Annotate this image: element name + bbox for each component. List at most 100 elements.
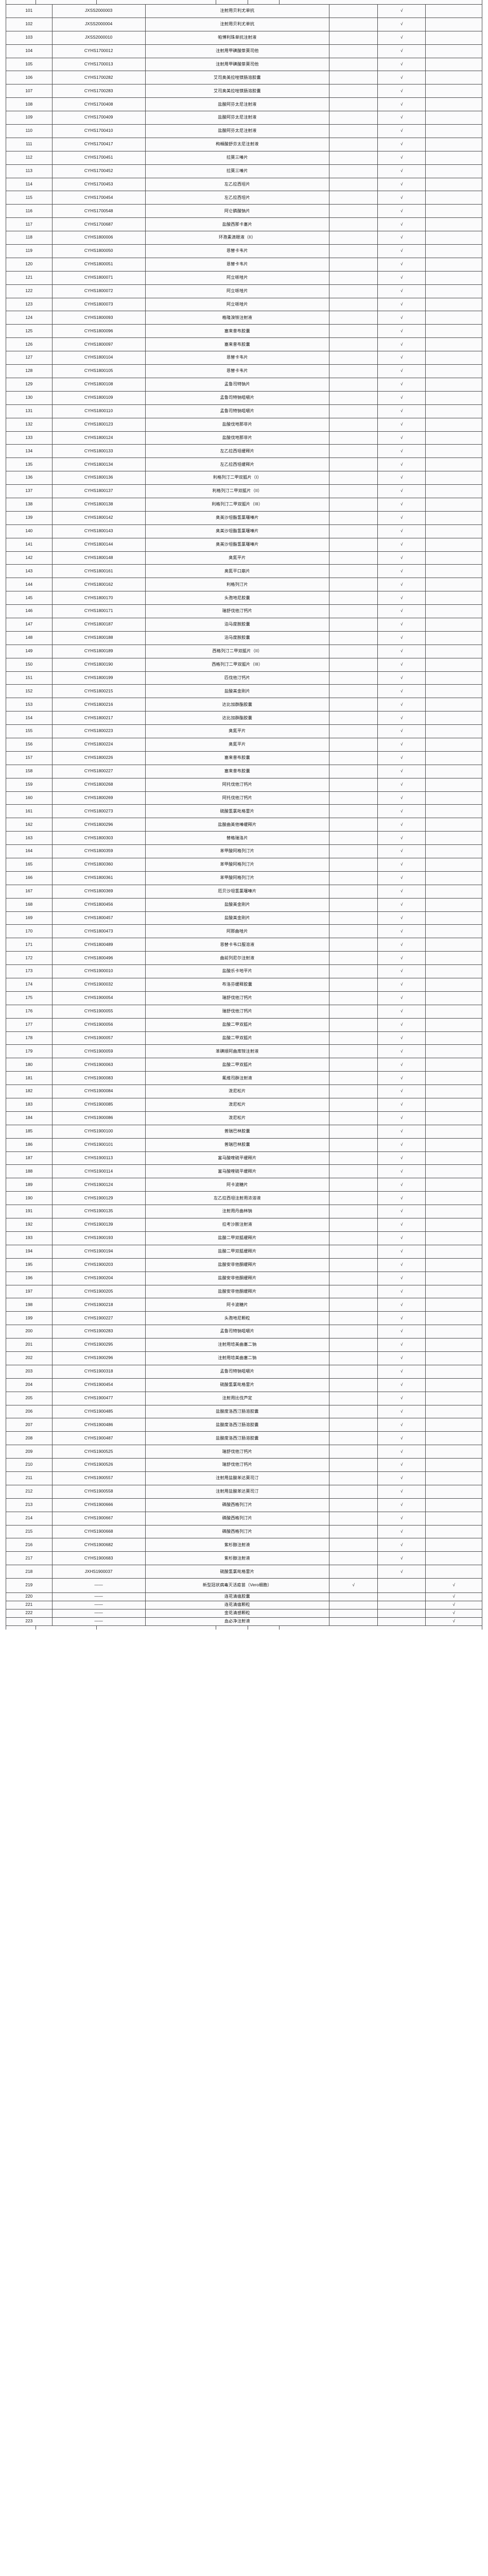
row-mark2-cell: √: [377, 1138, 426, 1152]
row-index-cell: 115: [6, 191, 53, 205]
row-mark1-cell: [328, 4, 378, 18]
row-mark3-cell: [425, 1271, 482, 1285]
row-mark3-cell: [425, 871, 482, 885]
row-mark1-cell: [328, 1431, 378, 1446]
row-mark1-cell: [328, 631, 378, 645]
row-mark2-cell: √: [377, 71, 426, 85]
row-mark2-cell: √: [377, 1404, 426, 1419]
row-code-cell: CYHS1900205: [51, 1284, 146, 1299]
row-mark3-cell: [425, 150, 482, 165]
row-mark3-cell: [425, 404, 482, 418]
row-mark3-cell: [425, 417, 482, 432]
row-code-cell: CYHS1900227: [51, 1311, 146, 1326]
row-mark2-cell: √: [377, 1098, 426, 1112]
row-name-cell: 阿那曲唑片: [145, 924, 329, 939]
row-mark3-cell: [425, 671, 482, 685]
row-mark3-cell: [425, 204, 482, 218]
row-name-cell: 磷酸西格列汀片: [145, 1511, 329, 1526]
row-mark1-cell: [328, 471, 378, 485]
table-row: 103 JXSS2000010 帕博利珠单抗注射液 √: [6, 30, 482, 45]
row-mark2-cell: √: [377, 578, 426, 592]
row-mark1-cell: [328, 831, 378, 845]
row-mark3-cell: [425, 1524, 482, 1539]
row-code-cell: CYHS1800144: [51, 537, 146, 552]
row-mark2-cell: √: [377, 777, 426, 792]
row-mark2-cell: √: [377, 4, 426, 18]
table-row: 204 CYHS1900454 硫酸氢氯吡格雷片 √: [6, 1378, 482, 1392]
row-mark2-cell: √: [377, 1284, 426, 1299]
row-index-cell: 108: [6, 97, 53, 112]
row-mark3-cell: [425, 684, 482, 699]
row-mark3-cell: [425, 1004, 482, 1019]
row-index-cell: 139: [6, 511, 53, 525]
row-name-cell: 新型冠状病毒灭活疫苗（Vero细胞）: [145, 1578, 329, 1594]
row-index-cell: 137: [6, 484, 53, 498]
row-mark2-cell: √: [377, 457, 426, 472]
table-row: 208 CYHS1900487 盐酸度洛西汀肠溶胶囊 √: [6, 1431, 482, 1446]
row-mark1-cell: [328, 684, 378, 699]
row-mark3-cell: [425, 124, 482, 138]
row-mark3-cell: [425, 444, 482, 459]
row-code-cell: CYHS1900055: [51, 1004, 146, 1019]
row-mark2-cell: √: [377, 351, 426, 365]
row-mark2-cell: √: [377, 444, 426, 459]
row-index-cell: 141: [6, 537, 53, 552]
row-mark2-cell: √: [377, 1018, 426, 1032]
row-mark3-cell: [425, 1364, 482, 1379]
row-name-cell: 利格列汀二甲双胍片（I）: [145, 471, 329, 485]
row-mark3-cell: [425, 1151, 482, 1165]
table-row: 139 CYHS1800142 奥美沙坦酯氢氯噻嗪片 √: [6, 511, 482, 525]
row-code-cell: CYHS1800456: [51, 897, 146, 912]
row-name-cell: 注射用盐酸苯达莫司汀: [145, 1484, 329, 1499]
row-mark2-cell: √: [377, 204, 426, 218]
row-mark2-cell: √: [377, 1378, 426, 1392]
row-code-cell: CYHS1900054: [51, 991, 146, 1005]
row-mark3-cell: [425, 1325, 482, 1339]
row-mark1-cell: [328, 1311, 378, 1326]
row-index-cell: 138: [6, 497, 53, 512]
row-mark1-cell: [328, 1298, 378, 1312]
row-mark2-cell: √: [377, 1231, 426, 1245]
row-index-cell: 146: [6, 604, 53, 618]
row-name-cell: 盐酸乐卡地平片: [145, 964, 329, 979]
row-mark3-cell: [425, 364, 482, 378]
table-row: 163 CYHS1800303 替格瑞洛片 √: [6, 831, 482, 845]
row-name-cell: 盐酸二甲双胍缓释片: [145, 1244, 329, 1259]
row-code-cell: CYHS1900204: [51, 1271, 146, 1285]
table-row: 134 CYHS1800133 左乙拉西坦缓释片 √: [6, 444, 482, 459]
row-name-cell: 磷酸西格列汀片: [145, 1498, 329, 1512]
row-code-cell: CYHS1900683: [51, 1551, 146, 1566]
row-mark1-cell: [328, 858, 378, 872]
row-index-cell: 155: [6, 724, 53, 738]
row-code-cell: CYHS1800142: [51, 511, 146, 525]
row-index-cell: 118: [6, 231, 53, 245]
row-index-cell: 101: [6, 4, 53, 18]
row-mark2-cell: √: [377, 751, 426, 765]
row-mark3-cell: [425, 57, 482, 72]
row-index-cell: 168: [6, 897, 53, 912]
row-code-cell: CYHS1800303: [51, 831, 146, 845]
row-mark3-cell: [425, 137, 482, 151]
row-index-cell: 165: [6, 858, 53, 872]
row-mark3-cell: [425, 97, 482, 112]
row-index-cell: 106: [6, 71, 53, 85]
row-index-cell: 171: [6, 938, 53, 952]
row-mark1-cell: [328, 1617, 378, 1626]
row-mark3-cell: [425, 777, 482, 792]
row-code-cell: CYHS1800097: [51, 337, 146, 352]
row-mark2-cell: √: [377, 1351, 426, 1365]
table-row: 209 CYHS1900525 瑞舒伐他汀钙片 √: [6, 1445, 482, 1459]
row-name-cell: 奥美沙坦酯氢氯噻嗪片: [145, 511, 329, 525]
row-mark2-cell: √: [377, 1524, 426, 1539]
row-name-cell: 盐酸安非他酮缓释片: [145, 1271, 329, 1285]
table-row: 162 CYHS1800296 盐酸曲美他嗪缓释片 √: [6, 818, 482, 832]
row-mark1-cell: [328, 604, 378, 618]
row-index-cell: 222: [6, 1609, 53, 1618]
row-name-cell: 紫杉醇注射液: [145, 1538, 329, 1552]
table-row: 150 CYHS1800190 西格列汀二甲双胍片（III） √: [6, 657, 482, 672]
row-index-cell: 117: [6, 217, 53, 232]
table-row: 170 CYHS1800473 阿那曲唑片 √: [6, 924, 482, 939]
row-code-cell: CYHS1800296: [51, 818, 146, 832]
row-name-cell: 盐酸安非他酮缓释片: [145, 1284, 329, 1299]
row-mark1-cell: [328, 978, 378, 992]
